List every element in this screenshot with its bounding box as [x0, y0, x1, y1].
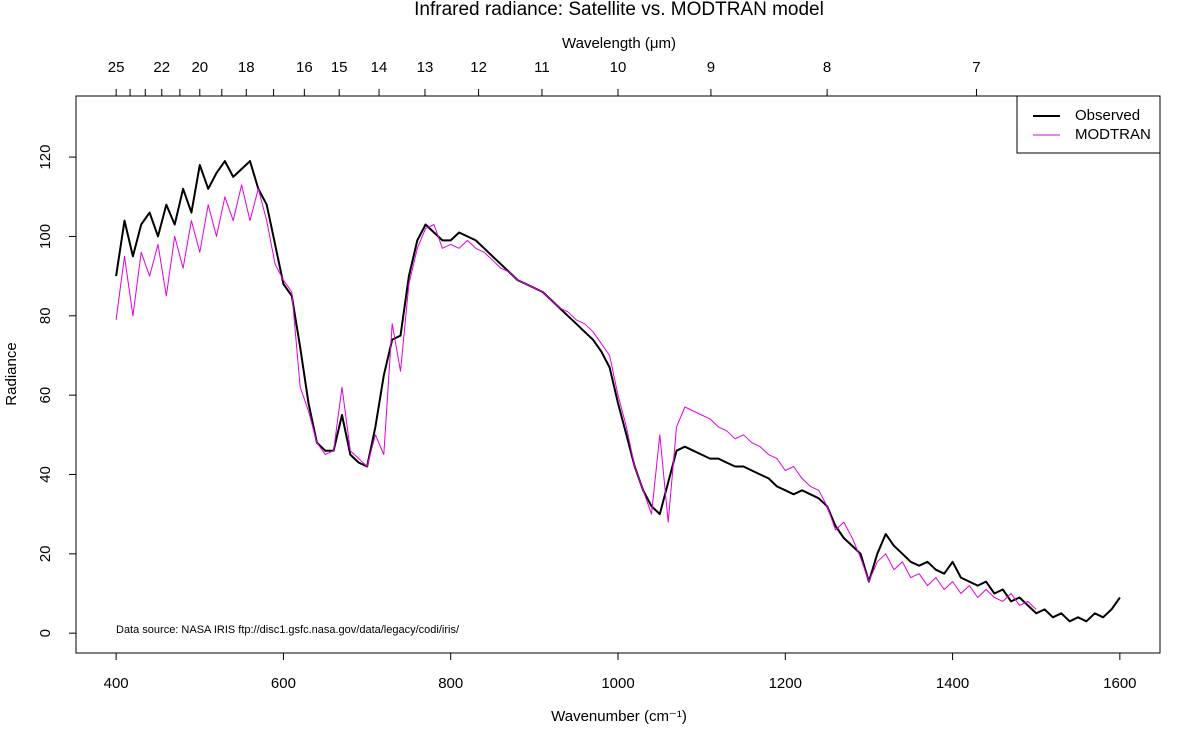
x2-tick-label: 7	[972, 59, 980, 76]
x2-tick-label: 14	[371, 59, 388, 76]
y-tick-label: 120	[37, 145, 54, 170]
x2-tick-label: 16	[296, 59, 313, 76]
x-tick-label: 1200	[769, 675, 802, 692]
x2-tick-label: 8	[823, 59, 831, 76]
x2-tick-label: 13	[417, 59, 434, 76]
x2-axis-label: Wavelength (μm)	[562, 35, 676, 52]
y-tick-label: 40	[37, 466, 54, 483]
x-tick-label: 400	[104, 675, 129, 692]
legend-label: MODTRAN	[1075, 126, 1151, 143]
x2-tick-label: 10	[610, 59, 627, 76]
x2-tick-label: 9	[707, 59, 715, 76]
plot-frame	[75, 95, 1161, 654]
x2-tick-label: 11	[534, 59, 550, 76]
x-tick-label: 600	[271, 675, 296, 692]
line-series	[115, 160, 1121, 623]
y-tick-label: 0	[37, 629, 54, 637]
annotation: Data source: NASA IRIS ftp://disc1.gsfc.…	[116, 624, 460, 636]
x-axis-label: Wavenumber (cm⁻¹)	[551, 708, 687, 725]
x-tick-label: 1600	[1103, 675, 1136, 692]
legend-box	[1016, 95, 1161, 154]
y-tick-label: 20	[37, 545, 54, 562]
y-tick-label: 60	[37, 387, 54, 404]
x-tick-label: 800	[438, 675, 463, 692]
x2-tick-label: 12	[470, 59, 487, 76]
y-tick-label: 80	[37, 307, 54, 324]
line-series	[115, 184, 1037, 610]
y-tick-label: 100	[37, 224, 54, 249]
x-tick-label: 1400	[936, 675, 969, 692]
x2-tick-label: 20	[191, 59, 208, 76]
x2-tick-label: 15	[331, 59, 348, 76]
legend-label: Observed	[1075, 107, 1140, 124]
chart-title: Infrared radiance: Satellite vs. MODTRAN…	[414, 0, 824, 20]
x-tick-label: 1000	[601, 675, 634, 692]
x2-tick-label: 22	[153, 59, 170, 76]
y-axis-label: Radiance	[3, 342, 20, 405]
x2-tick-label: 18	[238, 59, 255, 76]
x2-tick-label: 25	[108, 59, 125, 76]
